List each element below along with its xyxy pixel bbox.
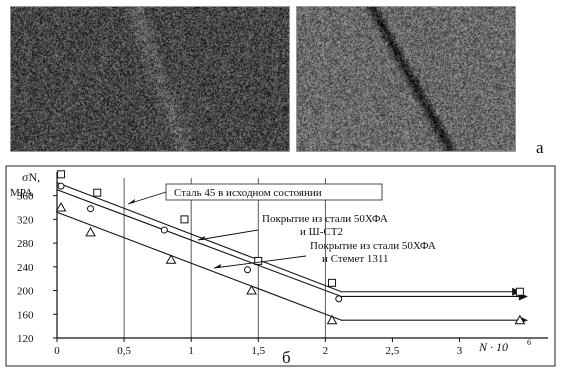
leader-line-1 <box>127 191 167 205</box>
y-tick-label: 200 <box>17 286 34 298</box>
fit-line-series-1 <box>56 182 514 293</box>
fit-lines <box>56 182 528 325</box>
x-tick-label: 2,5 <box>386 345 400 357</box>
grid <box>123 178 326 338</box>
annotation-series-2-line2: и Ш-СТ2 <box>300 226 343 238</box>
x-axis-exponent: 6 <box>527 338 531 347</box>
point-circle <box>57 182 65 190</box>
y-axis-unit: MPA <box>10 187 33 199</box>
x-tick-label: 2 <box>323 345 329 357</box>
point-square <box>57 170 66 179</box>
point-triangle <box>246 285 257 295</box>
point-square <box>93 188 102 197</box>
leader-arrow-2 <box>198 236 205 240</box>
annotation-series-3-line2: и Стемет 1311 <box>322 253 389 265</box>
leader-arrow-3 <box>214 264 221 268</box>
point-triangle <box>326 314 338 325</box>
point-square <box>328 278 337 287</box>
point-square <box>515 287 524 296</box>
axes: 120 160 200 240 280 320 360 0 0,5 1 1,5 2 2,5 3 <box>17 172 548 357</box>
fit-line-series-2 <box>56 189 520 298</box>
annotation-series-2-line1: Покрытие из стали 50ХФА <box>262 213 388 225</box>
chart-frame <box>5 165 556 367</box>
point-triangle <box>514 314 526 325</box>
x-tick-label: 0,5 <box>117 345 131 357</box>
annotation-series-3-line1: Покрытие из стали 50ХФА <box>310 240 436 252</box>
x-tick-label: 3 <box>457 345 463 357</box>
point-triangle <box>165 254 177 264</box>
x-tick-label: 0 <box>54 345 60 357</box>
x-axis-label: N · 10 <box>478 340 508 354</box>
y-tick-label: 320 <box>17 214 34 226</box>
panel-label-b: б <box>282 348 291 367</box>
annotations: Сталь 45 в исходном состоянии Покрытие и… <box>127 183 436 269</box>
point-circle <box>87 205 95 213</box>
y-tick-label: 120 <box>17 333 34 345</box>
leader-arrow-1 <box>128 199 135 204</box>
y-tick-label: 360 <box>17 191 34 203</box>
y-tick-label: 240 <box>17 262 34 274</box>
point-circle <box>160 226 168 234</box>
point-circle <box>335 295 343 303</box>
fracture-photo-left <box>10 6 290 152</box>
point-circle <box>244 266 252 274</box>
leader-line-3 <box>213 255 307 269</box>
point-square <box>254 256 263 265</box>
photo-texture <box>11 7 289 151</box>
point-triangle <box>55 201 67 212</box>
data-points <box>55 170 526 325</box>
fracture-photo-right <box>296 6 516 152</box>
panel-label-a: а <box>536 138 544 157</box>
y-tick-label: 280 <box>17 238 34 250</box>
x-tick-label: 1,5 <box>251 345 265 357</box>
point-square <box>180 215 189 224</box>
annotation-series-1: Сталь 45 в исходном состоянии <box>174 187 322 199</box>
point-triangle <box>85 226 96 237</box>
y-axis-label: σN, <box>22 170 40 184</box>
fit-line-series-3 <box>56 211 520 321</box>
photo-texture <box>297 7 515 151</box>
leader-line-2 <box>197 229 259 241</box>
x-tick-label: 1 <box>188 345 194 357</box>
y-tick-label: 160 <box>17 309 34 321</box>
